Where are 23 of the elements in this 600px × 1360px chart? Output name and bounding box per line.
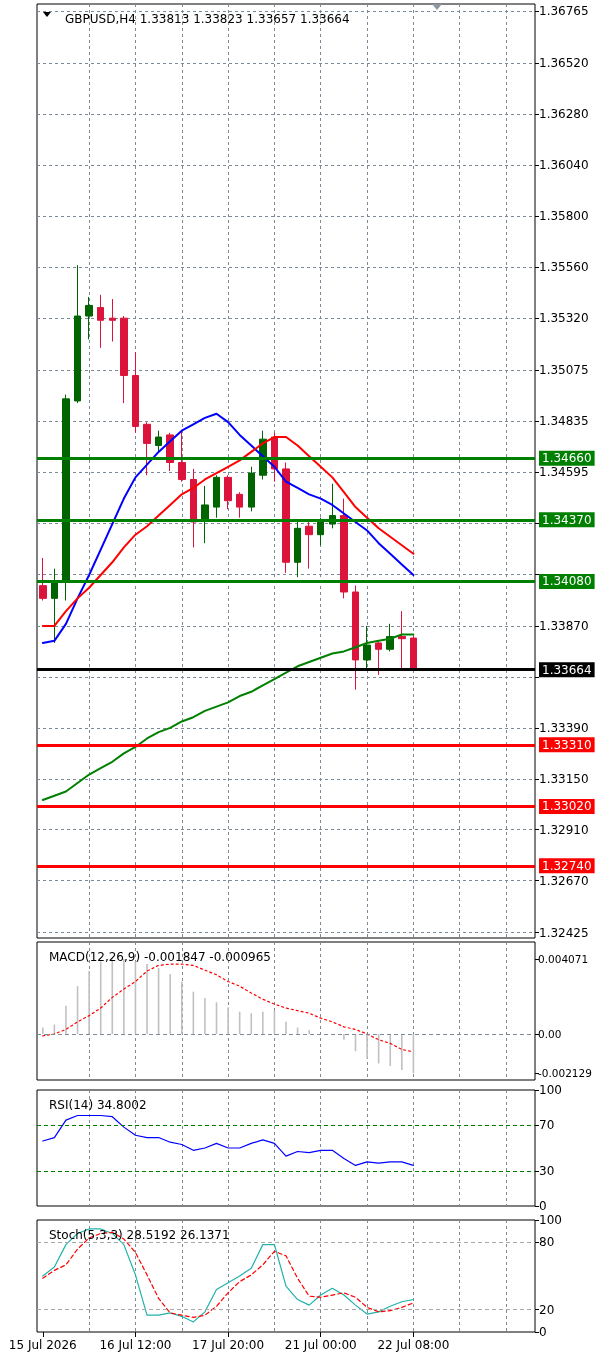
- y-tick-label: 30: [539, 1164, 555, 1179]
- x-tick-label: 21 Jul 00:00: [284, 1338, 357, 1352]
- text: RSI(14) 34.8002: [49, 1098, 147, 1112]
- y-tick-label: 0.00: [538, 1028, 562, 1040]
- y-tick-label: 1.32425: [539, 925, 589, 940]
- x-tick-label: 15 Jul 2026: [8, 1338, 77, 1352]
- y-tick-label: 0.004071: [538, 953, 589, 966]
- y-tick-label: 0: [539, 1325, 547, 1339]
- y-tick-label: 0: [539, 1199, 547, 1213]
- candlestick: [51, 568, 58, 644]
- y-tick-label: 20: [539, 1302, 555, 1317]
- text: MACD(12,26,9) -0.001847 -0.000965: [49, 950, 271, 964]
- y-tick-label: 80: [539, 1235, 555, 1250]
- line-series: [42, 963, 414, 1053]
- x-tick-label: 17 Jul 20:00: [192, 1338, 265, 1352]
- candlestick: [39, 557, 47, 601]
- y-tick-label: 100: [539, 1083, 562, 1097]
- y-tick-label: -0.002129: [538, 1067, 592, 1080]
- y-tick-label: 70: [539, 1117, 555, 1132]
- line-series: [42, 1114, 414, 1166]
- x-tick-label: 16 Jul 12:00: [99, 1338, 172, 1352]
- x-tick-label: 22 Jul 08:00: [377, 1338, 450, 1352]
- y-tick-label: 100: [539, 1213, 562, 1227]
